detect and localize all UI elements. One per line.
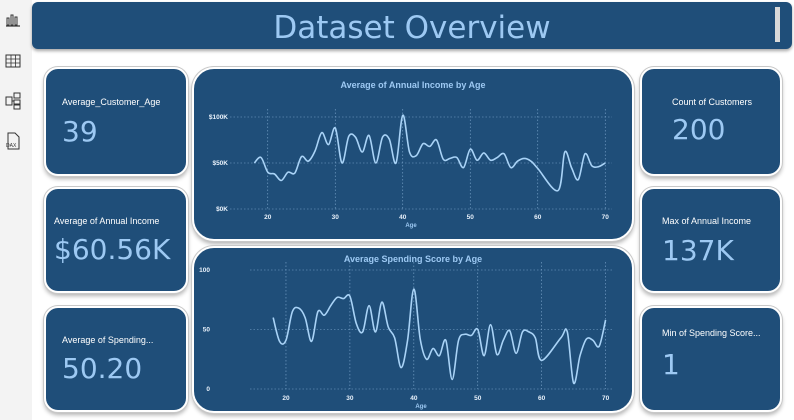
kpi-label: Average_Customer_Age bbox=[62, 97, 161, 107]
kpi-value: 1 bbox=[662, 348, 680, 381]
report-view-icon[interactable] bbox=[4, 12, 22, 30]
kpi-card-count-customers[interactable]: Count of Customers 200 bbox=[640, 67, 782, 176]
x-tick-label: 60 bbox=[538, 395, 546, 402]
kpi-card-max-income[interactable]: Max of Annual Income 137K bbox=[640, 187, 782, 293]
x-tick-label: 50 bbox=[474, 395, 482, 402]
x-axis-label: Age bbox=[405, 223, 417, 229]
y-tick-label: 0 bbox=[206, 386, 210, 393]
x-tick-label: 70 bbox=[602, 214, 610, 221]
kpi-value: 200 bbox=[672, 113, 726, 146]
kpi-value: 39 bbox=[62, 115, 98, 148]
x-tick-label: 20 bbox=[264, 214, 272, 221]
x-tick-label: 60 bbox=[534, 214, 542, 221]
chart-card-income-by-age[interactable]: Average of Annual Income by Age 20 30 40 50 6… bbox=[192, 67, 634, 241]
x-tick-label: 40 bbox=[410, 395, 418, 402]
kpi-card-average-spending[interactable]: Average of Spending... 50.20 bbox=[44, 306, 188, 412]
series-line[interactable] bbox=[253, 114, 606, 192]
dax-query-icon[interactable]: DAX bbox=[4, 132, 22, 150]
model-view-icon[interactable] bbox=[4, 92, 22, 110]
kpi-card-min-spending[interactable]: Min of Spending Score... 1 bbox=[640, 306, 782, 412]
x-tick-label: 50 bbox=[467, 214, 475, 221]
y-tick-label: $0K bbox=[216, 206, 228, 213]
kpi-label: Average of Annual Income bbox=[54, 216, 160, 226]
svg-text:DAX: DAX bbox=[6, 143, 17, 149]
kpi-card-average-age[interactable]: Average_Customer_Age 39 bbox=[44, 67, 188, 176]
kpi-value: 137K bbox=[662, 234, 734, 267]
sidebar: DAX bbox=[0, 0, 33, 420]
x-tick-label: 30 bbox=[332, 214, 340, 221]
kpi-label: Max of Annual Income bbox=[662, 216, 752, 226]
scroll-handle[interactable] bbox=[775, 7, 780, 42]
y-tick-label: 100 bbox=[199, 267, 210, 274]
title-banner: Dataset Overview bbox=[32, 2, 792, 49]
x-tick-label: 30 bbox=[346, 395, 354, 402]
income-by-age-chart: Average of Annual Income by Age 20 30 40 50 6… bbox=[209, 80, 612, 229]
y-tick-label: $100K bbox=[209, 114, 228, 121]
spending-by-age-chart: Average Spending Score by Age 20 30 40 50 60 7… bbox=[199, 254, 612, 410]
kpi-label: Count of Customers bbox=[672, 97, 753, 107]
x-tick-label: 70 bbox=[602, 395, 610, 402]
kpi-label: Min of Spending Score... bbox=[662, 328, 761, 338]
kpi-card-average-income[interactable]: Average of Annual Income $60.56K bbox=[44, 187, 188, 293]
chart-card-spending-by-age[interactable]: Average Spending Score by Age 20 30 40 50 60 7… bbox=[192, 246, 634, 413]
chart-title: Average of Annual Income by Age bbox=[340, 80, 485, 90]
y-tick-label: 50 bbox=[203, 327, 211, 334]
kpi-value: 50.20 bbox=[62, 352, 143, 385]
kpi-label: Average of Spending... bbox=[62, 335, 154, 345]
kpi-value: $60.56K bbox=[54, 233, 171, 266]
y-tick-label: $50K bbox=[212, 160, 228, 167]
report-canvas: Dataset Overview Average_Customer_Age 39… bbox=[32, 0, 794, 420]
chart-title: Average Spending Score by Age bbox=[344, 254, 482, 264]
series-line[interactable] bbox=[272, 288, 607, 385]
x-tick-label: 40 bbox=[399, 214, 407, 221]
table-view-icon[interactable] bbox=[4, 53, 22, 71]
page-title: Dataset Overview bbox=[273, 10, 551, 46]
x-axis-label: Age bbox=[415, 404, 427, 410]
x-tick-label: 20 bbox=[282, 395, 290, 402]
